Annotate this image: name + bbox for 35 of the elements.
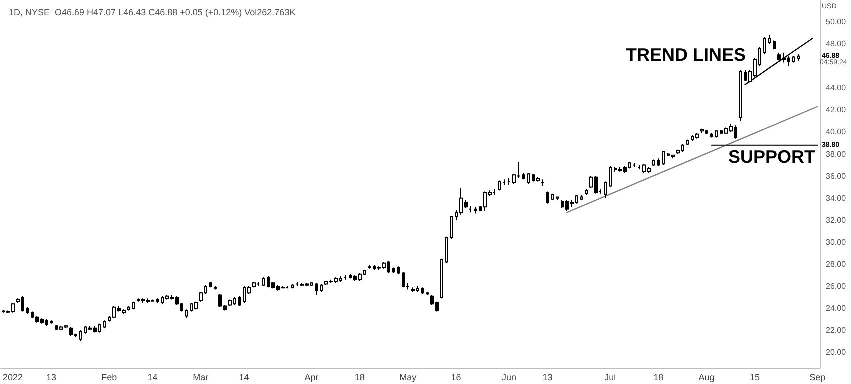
x-tick-label: Mar: [193, 372, 209, 382]
x-tick-label: 15: [750, 372, 760, 382]
x-tick-label: Aug: [698, 372, 715, 382]
x-tick-label: 18: [654, 372, 664, 382]
y-tick-label: 24.00: [826, 304, 847, 314]
annotation: TREND LINES: [626, 45, 746, 65]
y-tick-label: 44.00: [826, 84, 847, 93]
x-tick-label: Jun: [502, 372, 517, 382]
y-tick-label: 32.00: [826, 216, 847, 225]
x-tick-label: 14: [239, 372, 250, 382]
y-tick-label: 28.00: [826, 260, 847, 269]
y-tick-label: 40.00: [826, 128, 847, 137]
x-tick-label: Feb: [102, 372, 118, 382]
x-tick-label: 13: [542, 372, 553, 382]
x-tick-label: Sep: [810, 372, 826, 382]
x-tick-label: 18: [354, 372, 365, 382]
x-tick-label: 2022: [2, 372, 24, 382]
y-tick-label: 20.00: [826, 348, 847, 358]
y-tick-label: 30.00: [826, 238, 847, 247]
y-tick-label: 36.00: [826, 172, 847, 181]
y-tick-label: 38.00: [826, 150, 847, 159]
y-tick-label: 50.00: [826, 18, 847, 27]
x-tick-label: 16: [451, 372, 462, 382]
text: 1D, NYSE O46.69 H47.07 L46.43 C46.88 +0.05 (+0.12%) Vol262.763K: [9, 8, 296, 18]
x-tick-label: May: [400, 372, 418, 382]
y-tick-label: 22.00: [826, 326, 847, 336]
y-tick-label: 26.00: [826, 282, 847, 291]
y-tick-label: 34.00: [826, 194, 847, 203]
annotation: SUPPORT: [728, 147, 816, 167]
y-tick-label: 42.00: [826, 106, 847, 115]
x-tick-label: Jul: [604, 372, 616, 382]
x-tick-label: Apr: [304, 372, 319, 382]
y-tick-label: 48.00: [826, 40, 847, 49]
x-tick-label: 14: [148, 372, 158, 382]
x-tick-label: 13: [46, 372, 57, 382]
